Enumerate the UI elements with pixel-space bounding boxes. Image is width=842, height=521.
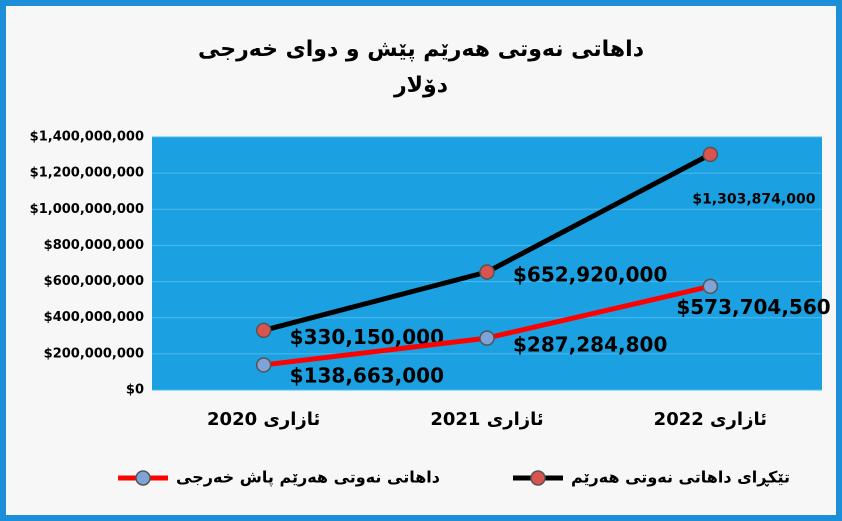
x-tick-label: ئازاری 2022	[654, 409, 767, 430]
y-tick-label: $800,000,000	[44, 238, 144, 253]
marker	[702, 278, 719, 295]
y-tick-label: $400,000,000	[44, 310, 144, 325]
marker	[479, 330, 495, 346]
value-label: $652,920,000	[513, 263, 667, 287]
value-label: $1,303,874,000	[692, 191, 815, 207]
legend-marker	[530, 470, 546, 486]
y-tick-label: $1,200,000,000	[30, 166, 144, 181]
y-tick-label: $200,000,000	[44, 346, 144, 361]
value-label: $287,284,800	[513, 333, 667, 357]
legend-marker	[135, 470, 151, 486]
marker	[255, 357, 272, 373]
marker	[255, 322, 272, 339]
x-tick-label: ئازاری 2021	[430, 409, 543, 430]
x-tick-label: ئازاری 2020	[207, 409, 320, 430]
value-label: $573,704,560	[676, 295, 830, 319]
plot-area	[152, 137, 822, 390]
y-tick-label: $0	[126, 383, 144, 398]
y-tick-label: $1,400,000,000	[30, 130, 144, 145]
y-tick-label: $600,000,000	[44, 274, 144, 289]
y-tick-label: $1,000,000,000	[30, 202, 144, 217]
value-label: $138,663,000	[290, 363, 444, 387]
marker	[479, 264, 495, 280]
legend-label: تێکڕای داهاتی نەوتی هەرێم	[571, 468, 790, 487]
marker	[702, 146, 719, 163]
legend-label: داهاتی نەوتی هەرێم پاش خەرجی	[176, 468, 440, 488]
chart-title: داهاتی نەوتی هەرێم پێش و دوای خەرجی	[198, 37, 644, 62]
chart-subtitle: دۆلار	[393, 73, 448, 98]
